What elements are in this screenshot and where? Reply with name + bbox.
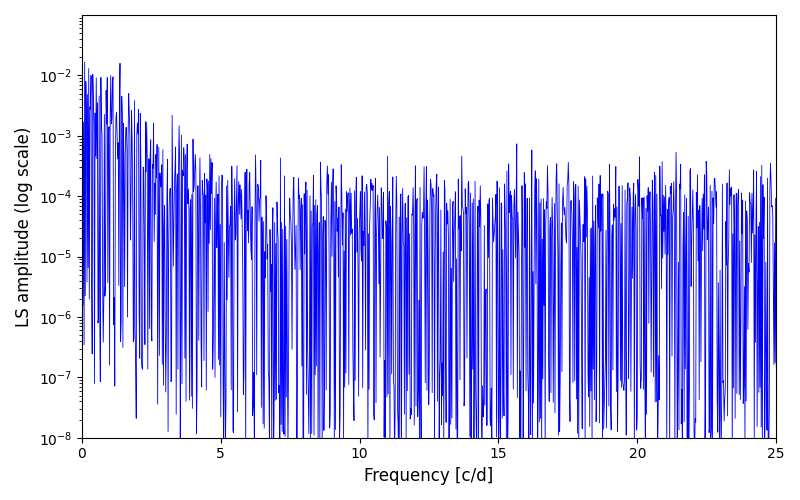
X-axis label: Frequency [c/d]: Frequency [c/d] — [364, 467, 494, 485]
Y-axis label: LS amplitude (log scale): LS amplitude (log scale) — [15, 126, 33, 326]
